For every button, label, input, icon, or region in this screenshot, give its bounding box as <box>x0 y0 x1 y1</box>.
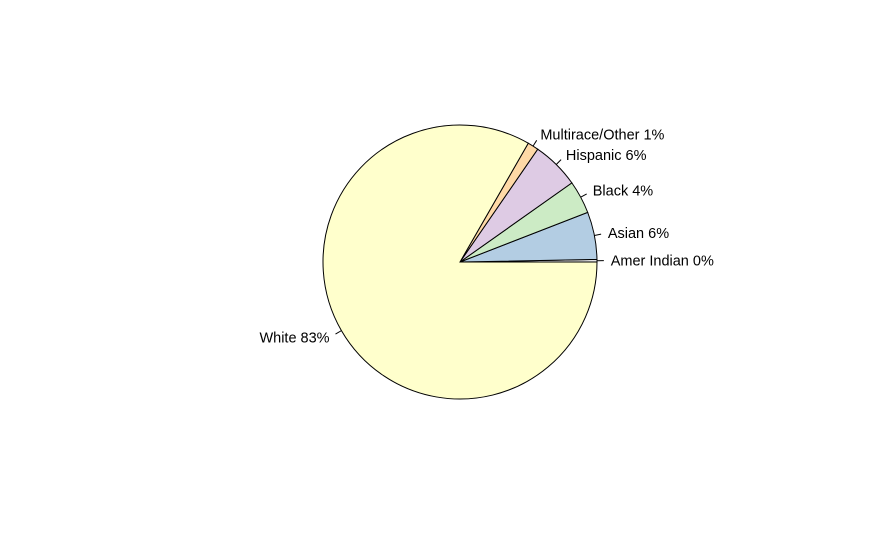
leader-line-hispanic <box>555 159 562 165</box>
leader-line-black <box>580 193 587 198</box>
pie-labels: Amer Indian 0% Asian 6% Black 4% Hispanic 6… <box>259 128 714 347</box>
slice-label-multirace-other: Multirace/Other 1% <box>540 128 664 144</box>
leader-line-white <box>335 330 342 335</box>
slice-label-black: Black 4% <box>593 184 654 200</box>
leader-line-asian <box>594 233 602 236</box>
slice-label-hispanic: Hispanic 6% <box>566 148 647 164</box>
pie-slices <box>322 124 598 400</box>
pie-leader-lines <box>335 140 604 335</box>
slice-label-asian: Asian 6% <box>608 226 669 242</box>
slice-label-white: White 83% <box>259 330 329 346</box>
leader-line-multirace-other <box>532 140 538 147</box>
slice-label-amer-indian: Amer Indian 0% <box>611 254 714 270</box>
